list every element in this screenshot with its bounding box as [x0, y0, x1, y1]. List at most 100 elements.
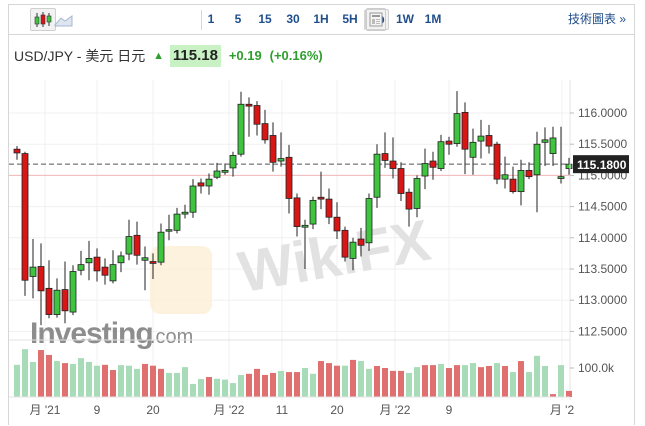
candle-body [125, 236, 133, 255]
volume-bar [342, 365, 348, 397]
interval-1[interactable]: 1 [207, 12, 215, 26]
candle [157, 223, 165, 266]
volume-bar [54, 361, 60, 397]
price-change-percent: (+0.16%) [269, 48, 323, 63]
candle-body [53, 289, 61, 315]
layout-button[interactable] [366, 8, 386, 31]
candle [285, 144, 293, 214]
x-axis-label: 月 '22 [214, 403, 245, 417]
volume-bar [414, 367, 420, 397]
technical-chart-link[interactable]: 技術圖表 » [567, 12, 626, 26]
volume-bar [62, 363, 68, 397]
chart-widget [8, 4, 635, 425]
x-axis-label: 11 [276, 403, 289, 417]
candle [333, 202, 341, 240]
candle-body [101, 266, 109, 276]
interval-1m[interactable]: 1M [424, 12, 442, 26]
candle [101, 258, 109, 285]
candle [533, 131, 541, 213]
candle-body [557, 176, 565, 179]
candle [261, 109, 269, 144]
volume-bar [390, 370, 396, 397]
candlestick-chart-button[interactable] [30, 8, 56, 31]
candle [461, 102, 469, 175]
volume-bar [566, 390, 572, 397]
interval-5[interactable]: 5 [234, 12, 242, 26]
candle [221, 163, 229, 175]
candle-body [141, 257, 149, 261]
volume-bar [278, 370, 284, 397]
interval-1h[interactable]: 1H [313, 12, 329, 26]
volume-bar [286, 372, 292, 397]
y-axis-label: 115.5000 [578, 137, 627, 151]
candle-body [509, 178, 517, 193]
volume-bar [254, 368, 260, 397]
candle-body [405, 191, 413, 210]
volume-bar [206, 376, 212, 397]
candle-body [349, 241, 357, 259]
candle-body [525, 170, 533, 178]
candle-body [13, 148, 21, 154]
volume-bar [318, 361, 324, 397]
volume-bar [382, 368, 388, 397]
candle-body [469, 141, 477, 158]
candle [397, 162, 405, 201]
volume-bar [438, 363, 444, 397]
candle [109, 250, 117, 284]
candle-body [485, 135, 493, 147]
y-axis-label: 114.0000 [578, 231, 627, 245]
candle-body [165, 229, 173, 232]
candle [133, 221, 141, 265]
volume-bar [166, 372, 172, 397]
interval-15[interactable]: 15 [258, 12, 272, 26]
last-price-badge [573, 155, 629, 174]
candle-body [229, 155, 237, 169]
volume-bar [430, 365, 436, 397]
volume-bar [214, 378, 220, 397]
x-axis-label: 月 '2 [550, 403, 575, 417]
candle [389, 137, 397, 179]
candle [381, 132, 389, 168]
candle [421, 148, 429, 190]
volume-bar [534, 355, 540, 397]
area-chart-button[interactable] [51, 9, 77, 30]
x-axis-label: 20 [146, 403, 160, 417]
volume-bar [78, 358, 84, 397]
volume-bar [494, 363, 500, 397]
up-arrow-icon: ▲ [153, 50, 164, 62]
volume-bar [126, 365, 132, 397]
volume-axis-label: 100.0k [578, 361, 615, 375]
volume-bar [30, 361, 36, 397]
candle-body [157, 231, 165, 263]
last-price-badge-text: 115.1800 [577, 158, 627, 172]
candle-body [213, 170, 221, 178]
interval-5h[interactable]: 5H [342, 12, 358, 26]
candle-body [517, 170, 525, 193]
candle-body [397, 168, 405, 194]
volume-bar [150, 365, 156, 397]
interval-30[interactable]: 30 [286, 12, 300, 26]
candle [61, 261, 69, 324]
volume-bar [542, 365, 548, 397]
candle [197, 178, 205, 194]
area-chart-icon [54, 15, 73, 27]
candle-body [501, 174, 509, 180]
volume-bar [446, 368, 452, 397]
volume-bar [526, 372, 532, 397]
candle-body [461, 111, 469, 150]
candle-body [29, 266, 37, 277]
interval-1w[interactable]: 1W [396, 12, 414, 26]
candle [525, 162, 533, 180]
candle [309, 196, 317, 230]
candle-body [173, 213, 181, 231]
candle-body [85, 257, 93, 264]
candle-body [69, 271, 77, 313]
candle [541, 127, 549, 167]
candle-body [549, 137, 557, 154]
candle [173, 207, 181, 234]
candle-body [269, 135, 277, 163]
candle [349, 237, 357, 271]
investing-logo-suffix: .com [150, 326, 193, 348]
volume-bar [230, 383, 236, 397]
